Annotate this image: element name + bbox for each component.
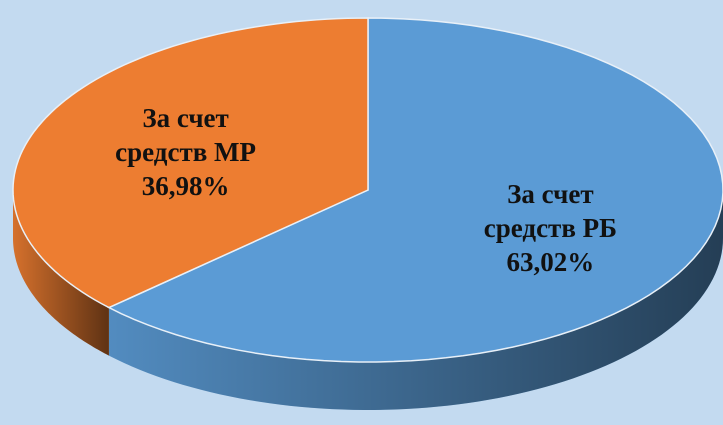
value-label: 63,02%: [506, 247, 595, 278]
category-label: За счет средств МР: [115, 102, 257, 167]
slice-label: За счет средств МР 36,98%: [101, 101, 271, 203]
value-label: 36,98%: [141, 170, 230, 201]
side-shade: [108, 190, 723, 410]
side-shade: [13, 190, 109, 356]
slice: [12, 17, 369, 309]
slice-label: За счет средств РБ 63,02%: [465, 177, 635, 279]
slice: [107, 17, 723, 363]
category-label: За счет средств РБ: [483, 179, 617, 244]
